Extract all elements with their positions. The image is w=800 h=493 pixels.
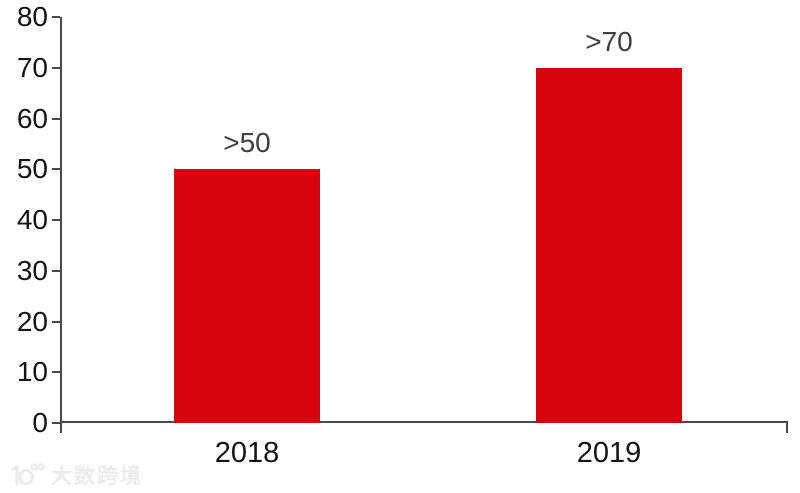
x-category-label: 2019: [576, 437, 642, 469]
watermark: 大数跨境: [6, 460, 143, 490]
y-axis-line: [60, 17, 62, 433]
y-tick-label: 50: [16, 153, 48, 185]
y-tick-mark: [52, 269, 60, 272]
y-tick-label: 10: [16, 356, 48, 388]
y-tick-label: 20: [16, 305, 48, 337]
bar-value-label: >50: [223, 127, 271, 159]
y-tick-label: 40: [16, 204, 48, 235]
y-tick-label: 80: [16, 1, 48, 32]
x-category-label: 2018: [214, 437, 280, 469]
y-tick-mark: [52, 219, 60, 221]
y-tick-label: 30: [16, 254, 48, 286]
y-tick-mark: [52, 117, 60, 120]
x-axis-end-tick: [786, 423, 788, 433]
bar-2019: [536, 67, 682, 423]
y-tick-label: 60: [16, 102, 48, 134]
y-tick-label: 0: [32, 407, 48, 438]
dashu-kuajing-logo-icon: [11, 463, 45, 486]
y-tick-mark: [52, 320, 60, 323]
x-axis-line: [60, 421, 788, 423]
watermark-text: 大数跨境: [51, 465, 143, 488]
y-tick-mark: [52, 66, 60, 69]
y-tick-mark: [52, 168, 60, 171]
bar-2018: [174, 169, 320, 423]
bar-value-label: >70: [585, 25, 633, 57]
y-tick-mark: [52, 371, 60, 374]
y-tick-mark: [52, 16, 60, 18]
y-tick-mark: [52, 422, 60, 424]
y-tick-label: 70: [16, 51, 48, 83]
